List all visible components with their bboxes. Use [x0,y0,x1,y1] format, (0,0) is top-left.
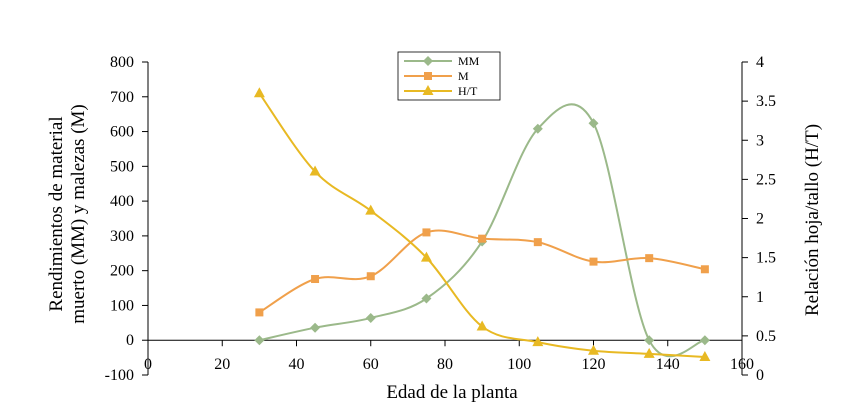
data-point-mm [532,123,543,134]
data-point-m [533,238,542,247]
data-point-m [700,265,709,274]
y-tick-label: 300 [110,228,134,245]
data-point-h-t [643,347,655,358]
series-m [255,228,709,317]
y2-tick-label: 4 [756,54,764,71]
legend-label: MM [458,54,480,68]
legend-label: H/T [458,84,478,98]
x-tick-label: 60 [363,356,379,373]
y-tick-label: 600 [110,124,134,141]
data-point-m [255,308,264,317]
data-point-m [478,234,487,243]
x-tick-label: 20 [214,356,230,373]
data-point-mm [254,335,265,346]
series-line-mm [259,103,706,358]
series-h-t [253,87,711,362]
y2-tick-label: 2 [756,211,764,228]
data-point-m [589,257,598,266]
series-mm [254,103,710,358]
data-point-h-t [476,320,488,331]
y-tick-label: 0 [126,332,134,349]
y-tick-label: 500 [110,158,134,175]
data-point-mm [644,335,655,346]
series-line-h-t [258,92,705,359]
data-point-m [645,254,654,263]
y2-tick-label: 0 [756,367,764,384]
data-point-mm [699,335,710,346]
legend-marker-m [424,72,432,80]
y2-tick-label: 3.5 [756,93,776,110]
y-tick-label: 700 [110,89,134,106]
legend-marker-mm [423,56,433,66]
y2-tick-label: 2.5 [756,171,776,188]
legend-label: M [458,69,469,83]
y-tick-label: 100 [110,297,134,314]
legend-item-mm: MM [404,54,480,68]
legend-item-m: M [404,69,469,83]
data-point-m [422,228,431,237]
y-tick-label: 400 [110,193,134,210]
y2-tick-label: 1.5 [756,250,776,267]
data-point-h-t [309,165,321,176]
series-layer [253,87,711,362]
data-point-mm [310,322,321,333]
x-tick-label: 140 [656,356,680,373]
data-point-h-t [420,251,432,262]
data-point-h-t [699,351,711,362]
data-point-h-t [588,344,599,355]
x-axis-title: Edad de la planta [386,382,518,403]
data-point-h-t [365,204,377,215]
y2-tick-label: 0.5 [756,328,776,345]
data-point-m [311,275,320,284]
legend-item-h-t: H/T [404,84,478,98]
y-tick-label: -100 [105,367,134,384]
x-tick-label: 80 [437,356,453,373]
data-point-mm [588,118,599,129]
y-tick-label: 200 [110,263,134,280]
x-tick-label: 40 [289,356,305,373]
data-point-mm [365,312,376,323]
data-point-h-t [532,336,544,347]
data-point-m [366,272,375,281]
x-tick-label: 100 [507,356,531,373]
y2-tick-label: 3 [756,132,764,149]
x-tick-label: 120 [582,356,606,373]
data-point-mm [421,293,432,304]
x-tick-label: 0 [144,356,152,373]
legend-marker-h-t [422,85,434,95]
y2-tick-label: 1 [756,289,764,306]
x-tick-label: 160 [730,356,754,373]
y2-axis-title: Relación hoja/tallo (H/T) [802,124,823,316]
y-tick-label: 800 [110,54,134,71]
data-point-h-t [253,87,265,98]
y-axis-title-line1: Rendimientos de material [46,116,67,311]
axes: -100010020030040050060070080000.511.522.… [105,54,776,384]
y-axis-title-line2: muerto (MM) y malezas (M) [68,104,89,324]
